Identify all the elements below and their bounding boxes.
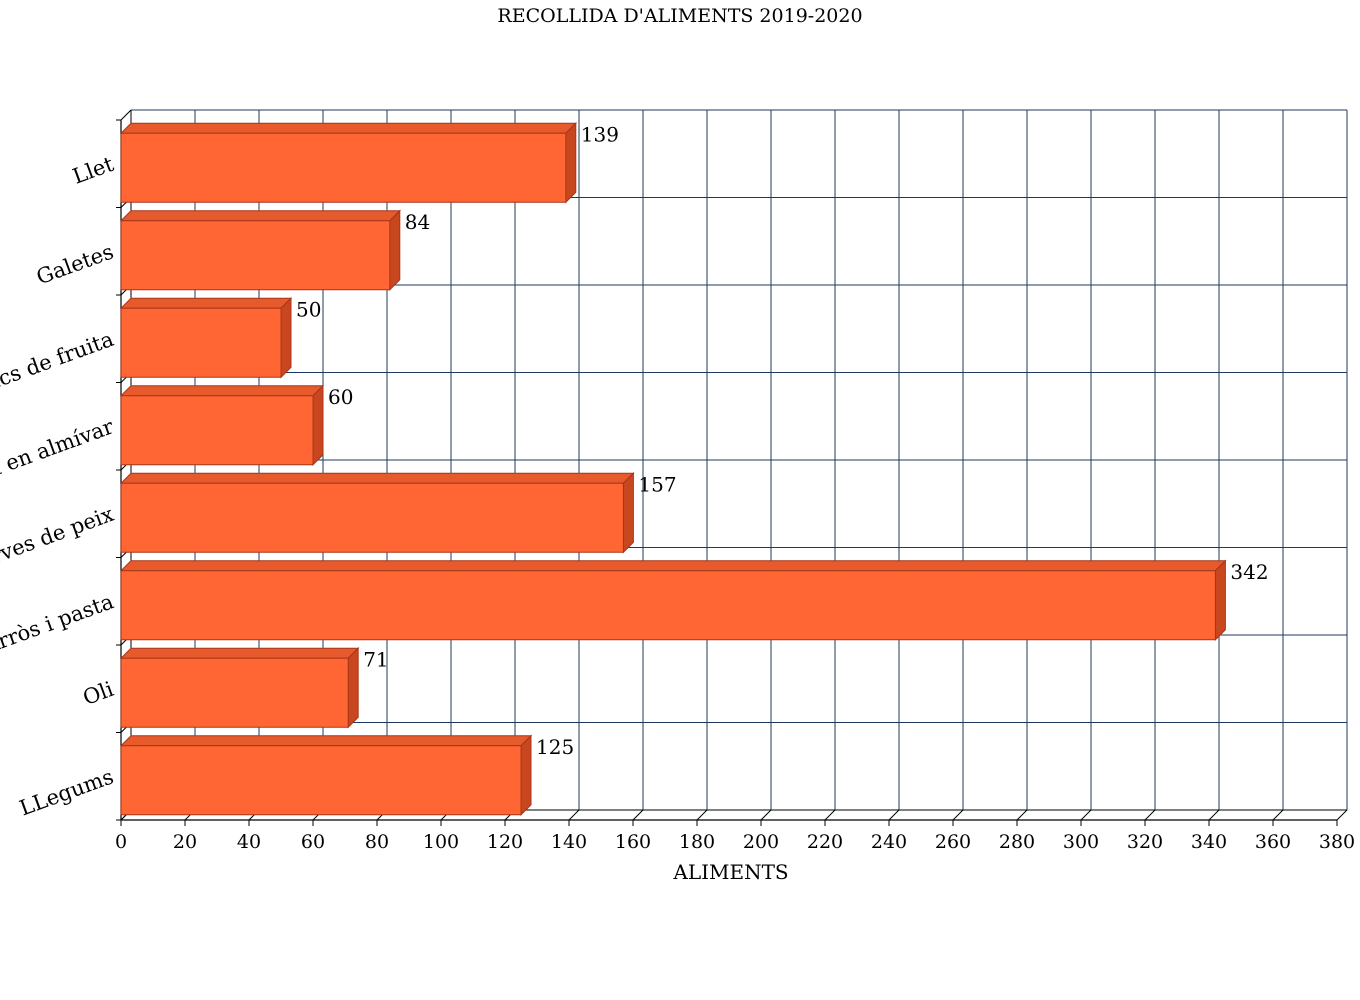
- x-tick-label: 320: [1127, 831, 1163, 853]
- bar-value-label: 71: [363, 647, 388, 671]
- bar-front-face: [120, 395, 314, 466]
- category-label: Galetes: [33, 239, 116, 289]
- x-tick-label: 0: [115, 831, 127, 853]
- bar-value-label: 125: [536, 735, 574, 759]
- x-tick-label: 280: [999, 831, 1035, 853]
- x-tick-labels: 0 20 40 60 80 100 120 140 160 180 200 220 240 260 280 3…: [115, 831, 1355, 853]
- bar: [119, 647, 360, 729]
- category-label: Conserves de peix: [0, 502, 117, 591]
- floor-depth-line: [632, 809, 644, 821]
- bar-value-label: 157: [638, 472, 676, 496]
- floor-depth-line: [824, 809, 836, 821]
- bar-side-face: [520, 734, 532, 816]
- x-tick-label: 40: [237, 831, 261, 853]
- floor-depth-line: [1016, 809, 1028, 821]
- category-labels: Llet Galetes Sucs de fruita Fruita en almív…: [0, 152, 118, 821]
- bar-value-label: 139: [581, 122, 619, 146]
- bar: [119, 122, 578, 204]
- bar-front-face: [120, 482, 624, 553]
- bar-front-face: [120, 220, 391, 291]
- x-tick-label: 120: [487, 831, 523, 853]
- bar-top-face: [119, 122, 578, 134]
- axis-depth-line: [120, 109, 132, 121]
- x-axis-label: ALIMENTS: [672, 860, 788, 884]
- bar-top-face: [119, 647, 360, 659]
- bar-value-label: 84: [405, 210, 430, 234]
- bar: [119, 559, 1227, 641]
- floor-depth-line: [760, 809, 772, 821]
- bar-top-face: [119, 210, 402, 222]
- x-tick-label: 300: [1063, 831, 1099, 853]
- bar: [119, 209, 402, 291]
- x-tick-label: 100: [423, 831, 459, 853]
- bar-value-label: 60: [328, 385, 353, 409]
- bar-value-label: 342: [1230, 560, 1268, 584]
- category-label: Arròs i pasta: [0, 589, 117, 659]
- bar-side-face: [389, 209, 401, 291]
- x-tick-label: 20: [173, 831, 197, 853]
- category-label: Llet: [69, 152, 117, 189]
- x-tick-label: 140: [551, 831, 587, 853]
- bar-side-face: [347, 647, 359, 729]
- bar-side-face: [622, 472, 634, 554]
- bar-side-face: [1214, 559, 1226, 641]
- bars: [119, 122, 1227, 816]
- bar-front-face: [120, 745, 522, 816]
- bar-front-face: [120, 132, 567, 203]
- x-tick-label: 340: [1191, 831, 1227, 853]
- x-tick-label: 220: [807, 831, 843, 853]
- floor-depth-line: [568, 809, 580, 821]
- bar-top-face: [119, 385, 325, 397]
- x-tick-label: 180: [679, 831, 715, 853]
- x-tick-label: 80: [365, 831, 389, 853]
- bar: [119, 384, 325, 466]
- x-tick-label: 380: [1319, 831, 1355, 853]
- data-labels: 139 84 50 60 157 342 71 125: [296, 122, 1269, 759]
- chart-title: RECOLLIDA D'ALIMENTS 2019-2020: [497, 5, 862, 27]
- bar-top-face: [119, 560, 1227, 572]
- floor-depth-line: [1336, 809, 1348, 821]
- bar-side-face: [565, 122, 577, 204]
- category-label: Sucs de fruita: [0, 327, 117, 400]
- x-tick-label: 60: [301, 831, 325, 853]
- floor-depth-line: [888, 809, 900, 821]
- x-tick-label: 160: [615, 831, 651, 853]
- bar: [119, 472, 635, 554]
- bar-side-face: [280, 297, 292, 379]
- bar-side-face: [312, 384, 324, 466]
- category-label: Oli: [80, 677, 117, 710]
- category-label: LLegums: [16, 764, 116, 820]
- bar-top-face: [119, 297, 293, 309]
- bar-front-face: [120, 570, 1216, 641]
- bar-top-face: [119, 472, 635, 484]
- floor-depth-line: [1080, 809, 1092, 821]
- bar-front-face: [120, 307, 282, 378]
- bar: [119, 297, 293, 379]
- bar-front-face: [120, 657, 349, 728]
- category-label: Fruita en almívar: [0, 414, 118, 500]
- bar-value-label: 50: [296, 297, 321, 321]
- bar: [119, 734, 533, 816]
- bar-top-face: [119, 735, 533, 747]
- floor-depth-line: [1208, 809, 1220, 821]
- floor-depth-line: [952, 809, 964, 821]
- x-tick-label: 200: [743, 831, 779, 853]
- floor-depth-line: [696, 809, 708, 821]
- x-tick-label: 260: [935, 831, 971, 853]
- x-tick-label: 360: [1255, 831, 1291, 853]
- x-tick-label: 240: [871, 831, 907, 853]
- floor-depth-line: [1272, 809, 1284, 821]
- floor-depth-line: [1144, 809, 1156, 821]
